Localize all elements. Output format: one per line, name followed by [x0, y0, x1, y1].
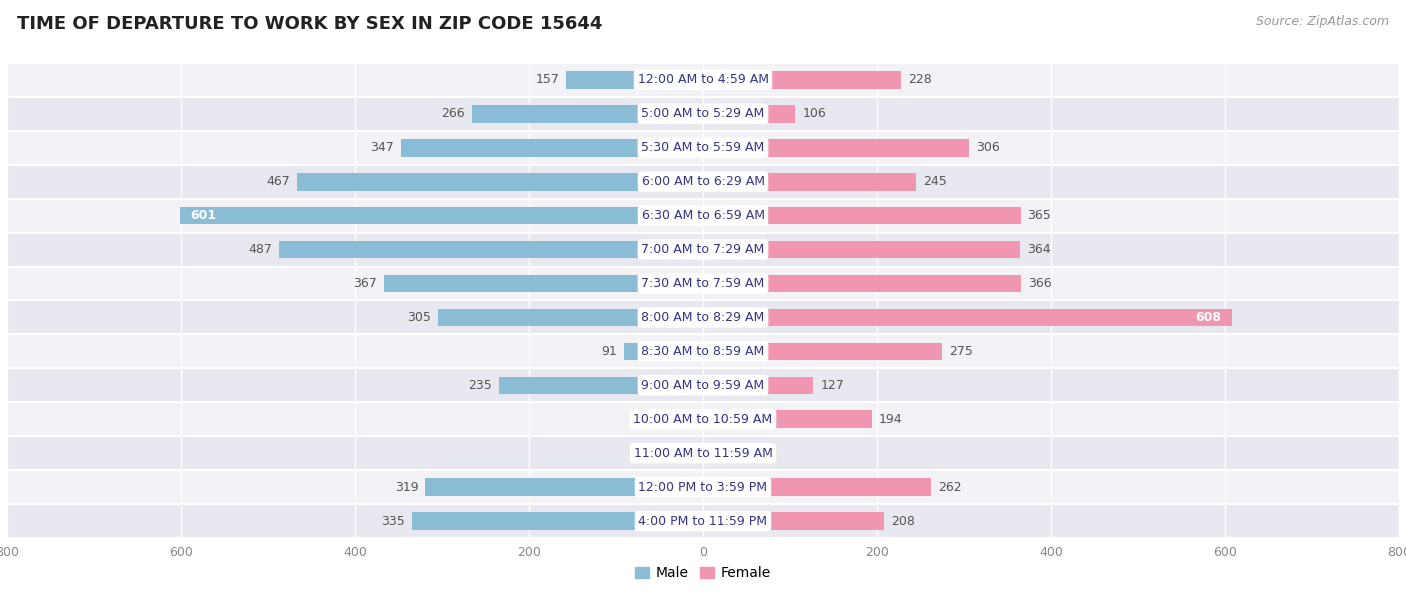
- Bar: [662, 411, 703, 428]
- Bar: [7, 470, 1399, 504]
- Text: 266: 266: [441, 107, 464, 120]
- Text: 305: 305: [406, 311, 430, 324]
- Text: 6:30 AM to 6:59 AM: 6:30 AM to 6:59 AM: [641, 209, 765, 222]
- Text: 347: 347: [370, 141, 394, 154]
- Text: 487: 487: [249, 243, 273, 256]
- Text: 228: 228: [908, 73, 932, 86]
- Text: 7:00 AM to 7:29 AM: 7:00 AM to 7:29 AM: [641, 243, 765, 256]
- Bar: [703, 444, 720, 462]
- Text: 8:30 AM to 8:59 AM: 8:30 AM to 8:59 AM: [641, 345, 765, 358]
- Bar: [401, 139, 703, 156]
- Bar: [426, 478, 703, 496]
- Bar: [280, 241, 703, 258]
- Text: 208: 208: [891, 515, 915, 528]
- Text: 245: 245: [924, 175, 946, 188]
- Text: 194: 194: [879, 413, 903, 426]
- Text: 12:00 PM to 3:59 PM: 12:00 PM to 3:59 PM: [638, 481, 768, 494]
- Text: 12:00 AM to 4:59 AM: 12:00 AM to 4:59 AM: [637, 73, 769, 86]
- Text: 5:00 AM to 5:29 AM: 5:00 AM to 5:29 AM: [641, 107, 765, 120]
- Bar: [7, 504, 1399, 538]
- Bar: [703, 173, 917, 190]
- Bar: [7, 436, 1399, 470]
- Bar: [7, 402, 1399, 436]
- Bar: [384, 275, 703, 292]
- Text: 32: 32: [652, 447, 668, 460]
- Text: 5:30 AM to 5:59 AM: 5:30 AM to 5:59 AM: [641, 141, 765, 154]
- Text: 20: 20: [727, 447, 744, 460]
- Bar: [703, 377, 814, 394]
- Text: 262: 262: [938, 481, 962, 494]
- Text: 157: 157: [536, 73, 560, 86]
- Bar: [703, 309, 1232, 326]
- Text: 127: 127: [821, 379, 844, 392]
- Text: 367: 367: [353, 277, 377, 290]
- Bar: [412, 512, 703, 530]
- Bar: [703, 71, 901, 89]
- Text: Source: ZipAtlas.com: Source: ZipAtlas.com: [1256, 15, 1389, 28]
- Text: 365: 365: [1028, 209, 1052, 222]
- Bar: [7, 63, 1399, 97]
- Bar: [703, 105, 796, 123]
- Bar: [7, 165, 1399, 199]
- Bar: [471, 105, 703, 123]
- Bar: [567, 71, 703, 89]
- Text: 319: 319: [395, 481, 419, 494]
- Bar: [7, 368, 1399, 402]
- Text: 7:30 AM to 7:59 AM: 7:30 AM to 7:59 AM: [641, 277, 765, 290]
- Bar: [499, 377, 703, 394]
- Bar: [7, 199, 1399, 233]
- Text: 9:00 AM to 9:59 AM: 9:00 AM to 9:59 AM: [641, 379, 765, 392]
- Text: 364: 364: [1026, 243, 1050, 256]
- Text: TIME OF DEPARTURE TO WORK BY SEX IN ZIP CODE 15644: TIME OF DEPARTURE TO WORK BY SEX IN ZIP …: [17, 15, 602, 33]
- Text: 10:00 AM to 10:59 AM: 10:00 AM to 10:59 AM: [634, 413, 772, 426]
- Bar: [703, 241, 1019, 258]
- Bar: [7, 300, 1399, 334]
- Bar: [703, 207, 1021, 224]
- Bar: [7, 97, 1399, 131]
- Bar: [703, 275, 1021, 292]
- Text: 6:00 AM to 6:29 AM: 6:00 AM to 6:29 AM: [641, 175, 765, 188]
- Bar: [180, 207, 703, 224]
- Text: 467: 467: [266, 175, 290, 188]
- Text: 91: 91: [602, 345, 617, 358]
- Text: 235: 235: [468, 379, 492, 392]
- Text: 608: 608: [1195, 311, 1222, 324]
- Text: 366: 366: [1028, 277, 1052, 290]
- Text: 11:00 AM to 11:59 AM: 11:00 AM to 11:59 AM: [634, 447, 772, 460]
- Bar: [437, 309, 703, 326]
- Bar: [703, 411, 872, 428]
- Text: 275: 275: [949, 345, 973, 358]
- Text: 601: 601: [191, 209, 217, 222]
- Text: 4:00 PM to 11:59 PM: 4:00 PM to 11:59 PM: [638, 515, 768, 528]
- Text: 335: 335: [381, 515, 405, 528]
- Bar: [7, 233, 1399, 267]
- Legend: Male, Female: Male, Female: [636, 566, 770, 580]
- Bar: [703, 139, 969, 156]
- Bar: [703, 512, 884, 530]
- Bar: [624, 343, 703, 360]
- Text: 106: 106: [803, 107, 825, 120]
- Text: 47: 47: [640, 413, 655, 426]
- Bar: [675, 444, 703, 462]
- Text: 306: 306: [976, 141, 1000, 154]
- Bar: [7, 334, 1399, 368]
- Bar: [7, 131, 1399, 165]
- Text: 8:00 AM to 8:29 AM: 8:00 AM to 8:29 AM: [641, 311, 765, 324]
- Bar: [703, 478, 931, 496]
- Bar: [7, 267, 1399, 300]
- Bar: [297, 173, 703, 190]
- Bar: [703, 343, 942, 360]
